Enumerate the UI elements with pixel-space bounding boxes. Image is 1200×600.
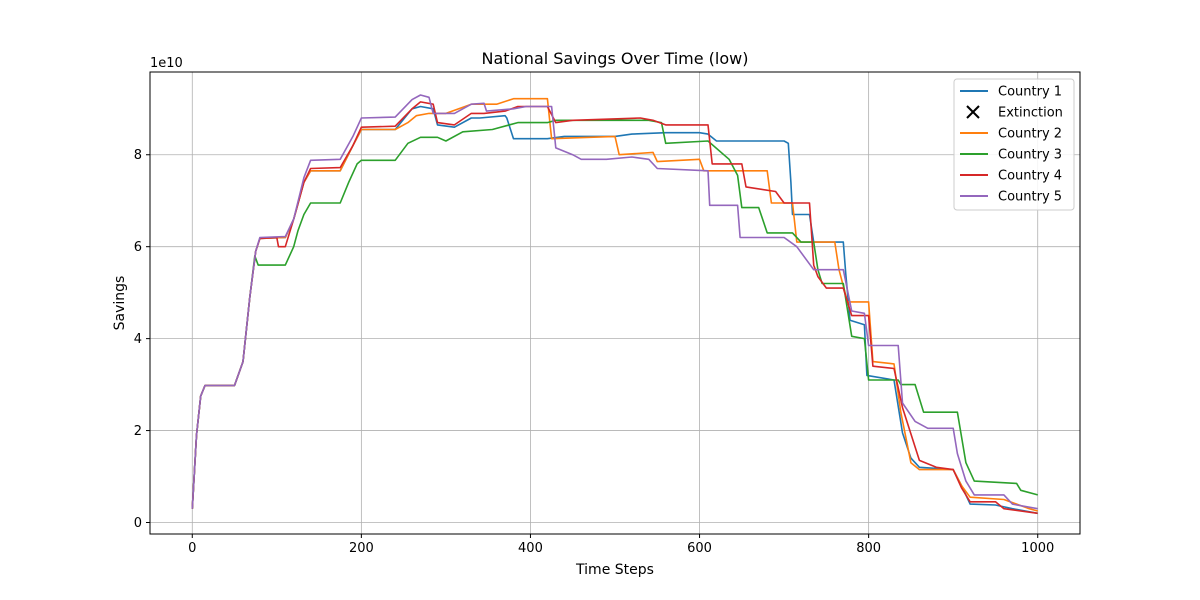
x-tick-label: 200 xyxy=(349,541,374,556)
y-tick-label: 0 xyxy=(134,516,142,531)
legend-label-country-2: Country 2 xyxy=(998,127,1062,142)
plot-frame xyxy=(149,71,1081,535)
legend-label-country-4: Country 4 xyxy=(998,169,1062,184)
y-tick-label: 8 xyxy=(134,148,142,163)
legend-items: Country 1 Extinction Country 2 Country 3 Cou… xyxy=(960,85,1063,205)
series-line-country-5 xyxy=(191,94,1038,510)
legend-label-country-5: Country 5 xyxy=(998,190,1062,205)
legend-box xyxy=(953,78,1075,211)
x-tick-label: 1000 xyxy=(1021,541,1054,556)
y-scale-multiplier: 1e10 xyxy=(150,56,183,71)
series-line-country-3 xyxy=(191,119,1038,509)
legend-label-country-3: Country 3 xyxy=(998,148,1062,163)
series-line-country-4 xyxy=(191,101,1038,515)
legend-label-extinction: Extinction xyxy=(998,106,1063,121)
legend-label-country-1: Country 1 xyxy=(998,85,1062,100)
x-axis-title: Time Steps xyxy=(575,562,654,578)
legend-x-marker xyxy=(966,105,980,119)
y-axis-title: Savings xyxy=(112,276,128,331)
axis-ticks: 0 200 400 600 800 1000 0 2 4 6 8 xyxy=(134,148,1055,556)
series-lines xyxy=(191,94,1038,515)
grid-lines xyxy=(150,72,1080,534)
x-tick-label: 800 xyxy=(856,541,881,556)
x-tick-label: 400 xyxy=(518,541,543,556)
x-tick-label: 0 xyxy=(188,541,196,556)
y-tick-label: 2 xyxy=(134,424,142,439)
x-tick-label: 600 xyxy=(687,541,712,556)
chart-title: National Savings Over Time (low) xyxy=(482,49,749,68)
y-tick-label: 6 xyxy=(134,240,142,255)
legend: Country 1 Extinction Country 2 Country 3 Cou… xyxy=(953,78,1075,211)
y-tick-label: 4 xyxy=(134,332,142,347)
